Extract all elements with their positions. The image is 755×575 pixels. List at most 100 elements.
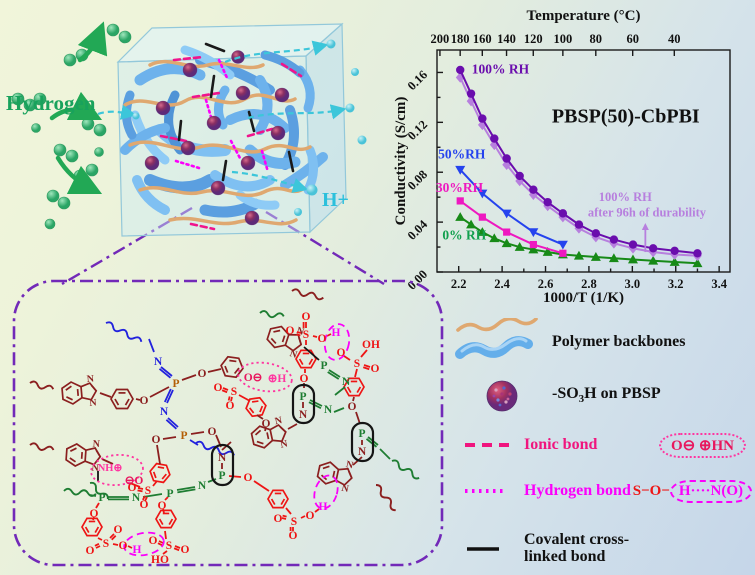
atom-label: S [303, 329, 309, 341]
bond-double [137, 489, 143, 493]
atom-label: P [166, 488, 173, 500]
bond [181, 374, 197, 381]
atom-label: HO [151, 554, 169, 566]
atom-label: O [208, 426, 217, 438]
covalent-crosslink-box [210, 443, 235, 487]
svg-text:N: N [86, 373, 95, 385]
ionic-bond-halo [90, 453, 144, 487]
benzimidazole-unit: NN [250, 415, 289, 451]
bond [127, 545, 133, 549]
structure-border [12, 279, 444, 567]
phenyl-ring [149, 462, 171, 484]
chain-wavy [259, 310, 285, 319]
chart-axes [436, 49, 731, 273]
atom-label: O [226, 400, 235, 412]
bond [285, 507, 292, 515]
bond-double [282, 514, 287, 518]
atom-label: O [214, 382, 223, 394]
conductivity-chart: 2.2 2.4 2.6 2.8 3.0 3.2 3.40.000.040.080.120.1… [393, 8, 731, 306]
legend-row-covalent: Covalent cross- linked bond P N N [452, 518, 752, 575]
bond [355, 411, 361, 425]
bond-double [165, 419, 177, 430]
bond [152, 480, 158, 487]
bond [309, 399, 323, 407]
svg-text:N: N [89, 397, 98, 409]
bond [174, 545, 181, 549]
phenyl-ring [81, 517, 103, 537]
bond-double [157, 542, 163, 546]
atom-label: S [103, 538, 109, 550]
phenyl-ring [220, 355, 244, 379]
chain-wavy [89, 481, 109, 500]
bond [352, 396, 355, 402]
svg-text:N: N [295, 325, 306, 338]
bond [363, 364, 371, 368]
x-tick-label: 2.8 [581, 277, 597, 291]
bond [158, 540, 164, 544]
bond-segments [159, 42, 303, 231]
bond [303, 346, 320, 361]
bond-double [362, 366, 370, 371]
atom-label: O [318, 333, 327, 345]
tan-backbone-icon [456, 318, 538, 332]
atom-label: O [289, 530, 298, 542]
proton-arrows [97, 40, 347, 193]
bond [189, 439, 199, 446]
atom-label: O [262, 418, 271, 430]
benzimidazole-unit: NN [316, 459, 355, 495]
top-tick-label: 40 [668, 32, 681, 46]
bond [99, 392, 112, 398]
atom-label: N [342, 376, 351, 388]
blue-backbone-highlight [460, 337, 528, 353]
atom-label: S [145, 485, 151, 497]
atom-label: S [166, 540, 172, 552]
bond [190, 431, 205, 435]
bond [166, 389, 174, 404]
svg-text:N: N [92, 439, 101, 451]
hydrogen-bond-halo [123, 531, 165, 557]
bond [101, 458, 114, 465]
bond-double [164, 388, 172, 403]
bond [148, 338, 155, 353]
chart-annotation: after 96h of durability [588, 206, 707, 220]
chart-series-0-rh [455, 212, 703, 268]
y-axis-title: Conductivity (S/cm) [393, 97, 409, 226]
bond [222, 387, 229, 391]
bond [162, 508, 165, 514]
bond [109, 533, 115, 539]
atom-label: H [319, 501, 328, 513]
bond [228, 475, 242, 478]
x-tick-label: 2.2 [451, 277, 467, 291]
bond [296, 331, 302, 334]
chart-series-50-rh [455, 165, 568, 250]
bond [95, 545, 101, 549]
atom-label: N [218, 452, 227, 464]
covalent-crosslink-box [291, 383, 316, 425]
atom-label: O [90, 508, 99, 520]
bond [176, 486, 196, 491]
bond [253, 480, 270, 492]
atom-label: O [119, 540, 128, 552]
chart-annotation: 100% RH [472, 62, 530, 77]
bond [230, 396, 233, 402]
svg-text:N: N [274, 415, 284, 427]
bond [112, 543, 119, 546]
so3h-label-pre: -SO [552, 385, 579, 403]
atom-label: N [299, 409, 308, 421]
bond-double [173, 547, 180, 552]
atom-label: OH [362, 339, 380, 351]
bond [144, 496, 148, 502]
covalent-label-line1: Covalent cross- [524, 531, 630, 549]
chart-annotation: 50%RH [438, 147, 486, 162]
chain-wavy [105, 321, 143, 343]
chart-series-100-rh-after-96h-of-durability [455, 72, 702, 262]
svg-text:N: N [91, 463, 100, 475]
chart-annotation: PBSP(50)-CbPBI [552, 105, 700, 127]
chain-wavy [29, 442, 55, 451]
hbond-example-oval: H····N(O) [669, 479, 752, 503]
svg-text:N: N [279, 438, 289, 450]
bond [207, 368, 222, 373]
bond-double [327, 371, 340, 380]
so3h-label-sub: 3 [578, 393, 585, 406]
